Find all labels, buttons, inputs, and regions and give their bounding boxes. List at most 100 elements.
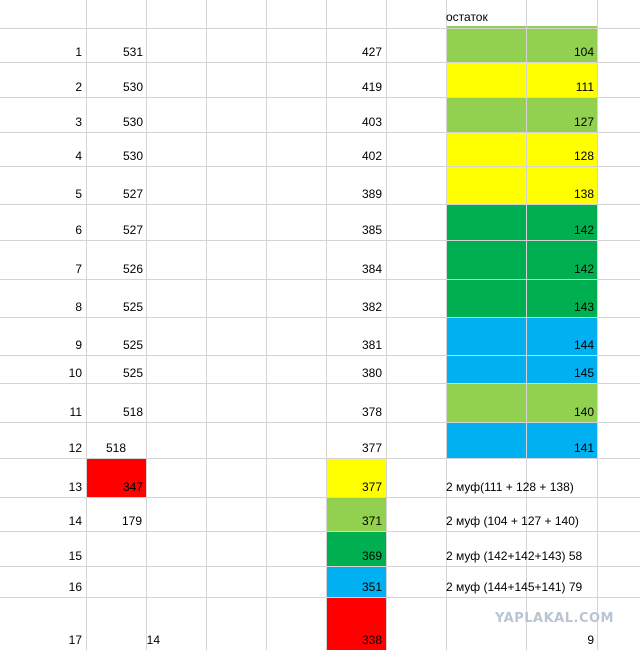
row-index-cell[interactable]: 7 [75, 262, 82, 276]
cell-b[interactable]: 527 [122, 223, 143, 237]
cell-b[interactable]: 525 [122, 366, 143, 380]
row-index-cell[interactable]: 2 [75, 80, 82, 94]
cell-g[interactable]: 143 [573, 300, 594, 314]
cell-f[interactable]: 403 [361, 115, 382, 129]
row-gridline [0, 240, 640, 241]
row-index-cell[interactable]: 8 [75, 300, 82, 314]
cell-g[interactable]: 128 [573, 149, 594, 163]
cell-fill-g-row-10 [446, 356, 597, 383]
cell-f[interactable]: 338 [361, 633, 382, 647]
column-gridline [326, 0, 327, 650]
cell-f[interactable]: 384 [361, 262, 382, 276]
row-index-cell[interactable]: 11 [69, 405, 82, 419]
cell-b[interactable]: 531 [122, 45, 143, 59]
cell-f[interactable]: 381 [361, 338, 382, 352]
row-index-cell[interactable]: 9 [75, 338, 82, 352]
cell-g[interactable]: 2 муф (104 + 127 + 140) [446, 514, 579, 528]
cell-g[interactable]: 145 [573, 366, 594, 380]
cell-f[interactable]: 427 [361, 45, 382, 59]
row-index-cell[interactable]: 14 [68, 514, 82, 528]
cell-f[interactable]: 378 [361, 405, 382, 419]
row-gridline [0, 97, 640, 98]
cell-f[interactable]: 419 [361, 80, 382, 94]
cell-b[interactable]: 530 [122, 149, 143, 163]
row-gridline [0, 422, 640, 423]
cell-fill-g-row-8 [446, 280, 597, 317]
cell-fill-g-row-12 [446, 423, 597, 458]
row-gridline [0, 166, 640, 167]
cell-c[interactable]: 14 [146, 633, 160, 647]
cell-b[interactable]: 347 [122, 480, 143, 494]
column-gridline [446, 0, 447, 650]
row-gridline [0, 531, 640, 532]
row-index-cell[interactable]: 15 [68, 549, 82, 563]
cell-f[interactable]: 380 [361, 366, 382, 380]
cell-f[interactable]: 402 [361, 149, 382, 163]
cell-b[interactable]: 526 [122, 262, 143, 276]
cell-g[interactable]: 140 [573, 405, 594, 419]
row-gridline [0, 62, 640, 63]
row-gridline [0, 317, 640, 318]
column-gridline [266, 0, 267, 650]
cell-g[interactable]: 141 [573, 441, 594, 455]
cell-g[interactable]: 111 [575, 80, 594, 94]
cell-fill-f-row-13 [326, 459, 386, 497]
row-index-cell[interactable]: 13 [68, 480, 82, 494]
cell-g[interactable]: 138 [573, 187, 594, 201]
cell-f[interactable]: 351 [361, 580, 382, 594]
cell-g[interactable]: 2 муф(111 + 128 + 138) [446, 480, 574, 494]
cell-f[interactable]: 385 [361, 223, 382, 237]
cell-g[interactable]: 9 [587, 633, 594, 647]
cell-fill-g-row-9 [446, 318, 597, 355]
cell-fill-g-row-7 [446, 241, 597, 279]
cell-f[interactable]: 377 [361, 441, 382, 455]
cell-g[interactable]: 142 [573, 223, 594, 237]
cell-b[interactable]: 530 [122, 115, 143, 129]
cell-f[interactable]: 377 [361, 480, 382, 494]
cell-fill-g-row-5 [446, 167, 597, 204]
cell-fill-g-row-4 [446, 133, 597, 166]
cell-f[interactable]: 371 [361, 514, 382, 528]
cell-fill-g-row-3 [446, 98, 597, 132]
row-gridline [0, 355, 640, 356]
cell-g[interactable]: 142 [573, 262, 594, 276]
cell-fill-b-row-13 [86, 459, 146, 497]
cell-b[interactable]: 518 [122, 405, 143, 419]
row-index-cell[interactable]: 16 [68, 580, 82, 594]
column-gridline [146, 0, 147, 650]
row-index-cell[interactable]: 1 [75, 45, 82, 59]
header-ostatok[interactable]: остаток [446, 10, 488, 24]
cell-b[interactable]: 518 [105, 441, 126, 455]
cell-g[interactable]: 104 [573, 45, 594, 59]
cell-f[interactable]: 389 [361, 187, 382, 201]
cell-g[interactable]: 144 [573, 338, 594, 352]
cell-b[interactable]: 179 [121, 514, 142, 528]
row-index-cell[interactable]: 3 [75, 115, 82, 129]
row-gridline [0, 383, 640, 384]
cell-fill-f-row-16 [326, 567, 386, 597]
row-index-cell[interactable]: 6 [75, 223, 82, 237]
cell-fill-g-row-11 [446, 384, 597, 422]
row-gridline [0, 458, 640, 459]
cell-b[interactable]: 530 [122, 80, 143, 94]
cell-f[interactable]: 369 [361, 549, 382, 563]
cell-g[interactable]: 127 [573, 115, 594, 129]
row-index-cell[interactable]: 10 [68, 366, 82, 380]
cell-b[interactable]: 525 [122, 300, 143, 314]
row-gridline [0, 132, 640, 133]
cell-fill-f-row-15 [326, 532, 386, 566]
column-gridline [386, 0, 387, 650]
cell-b[interactable]: 525 [122, 338, 143, 352]
row-gridline [0, 204, 640, 205]
row-index-cell[interactable]: 4 [75, 149, 82, 163]
row-gridline [0, 497, 640, 498]
row-index-cell[interactable]: 17 [68, 633, 82, 647]
cell-f[interactable]: 382 [361, 300, 382, 314]
row-index-cell[interactable]: 12 [68, 441, 82, 455]
row-gridline [0, 597, 640, 598]
cell-g[interactable]: 2 муф (142+142+143) 58 [446, 549, 583, 563]
row-index-cell[interactable]: 5 [75, 187, 82, 201]
cell-b[interactable]: 527 [122, 187, 143, 201]
cell-g[interactable]: 2 муф (144+145+141) 79 [446, 580, 583, 594]
